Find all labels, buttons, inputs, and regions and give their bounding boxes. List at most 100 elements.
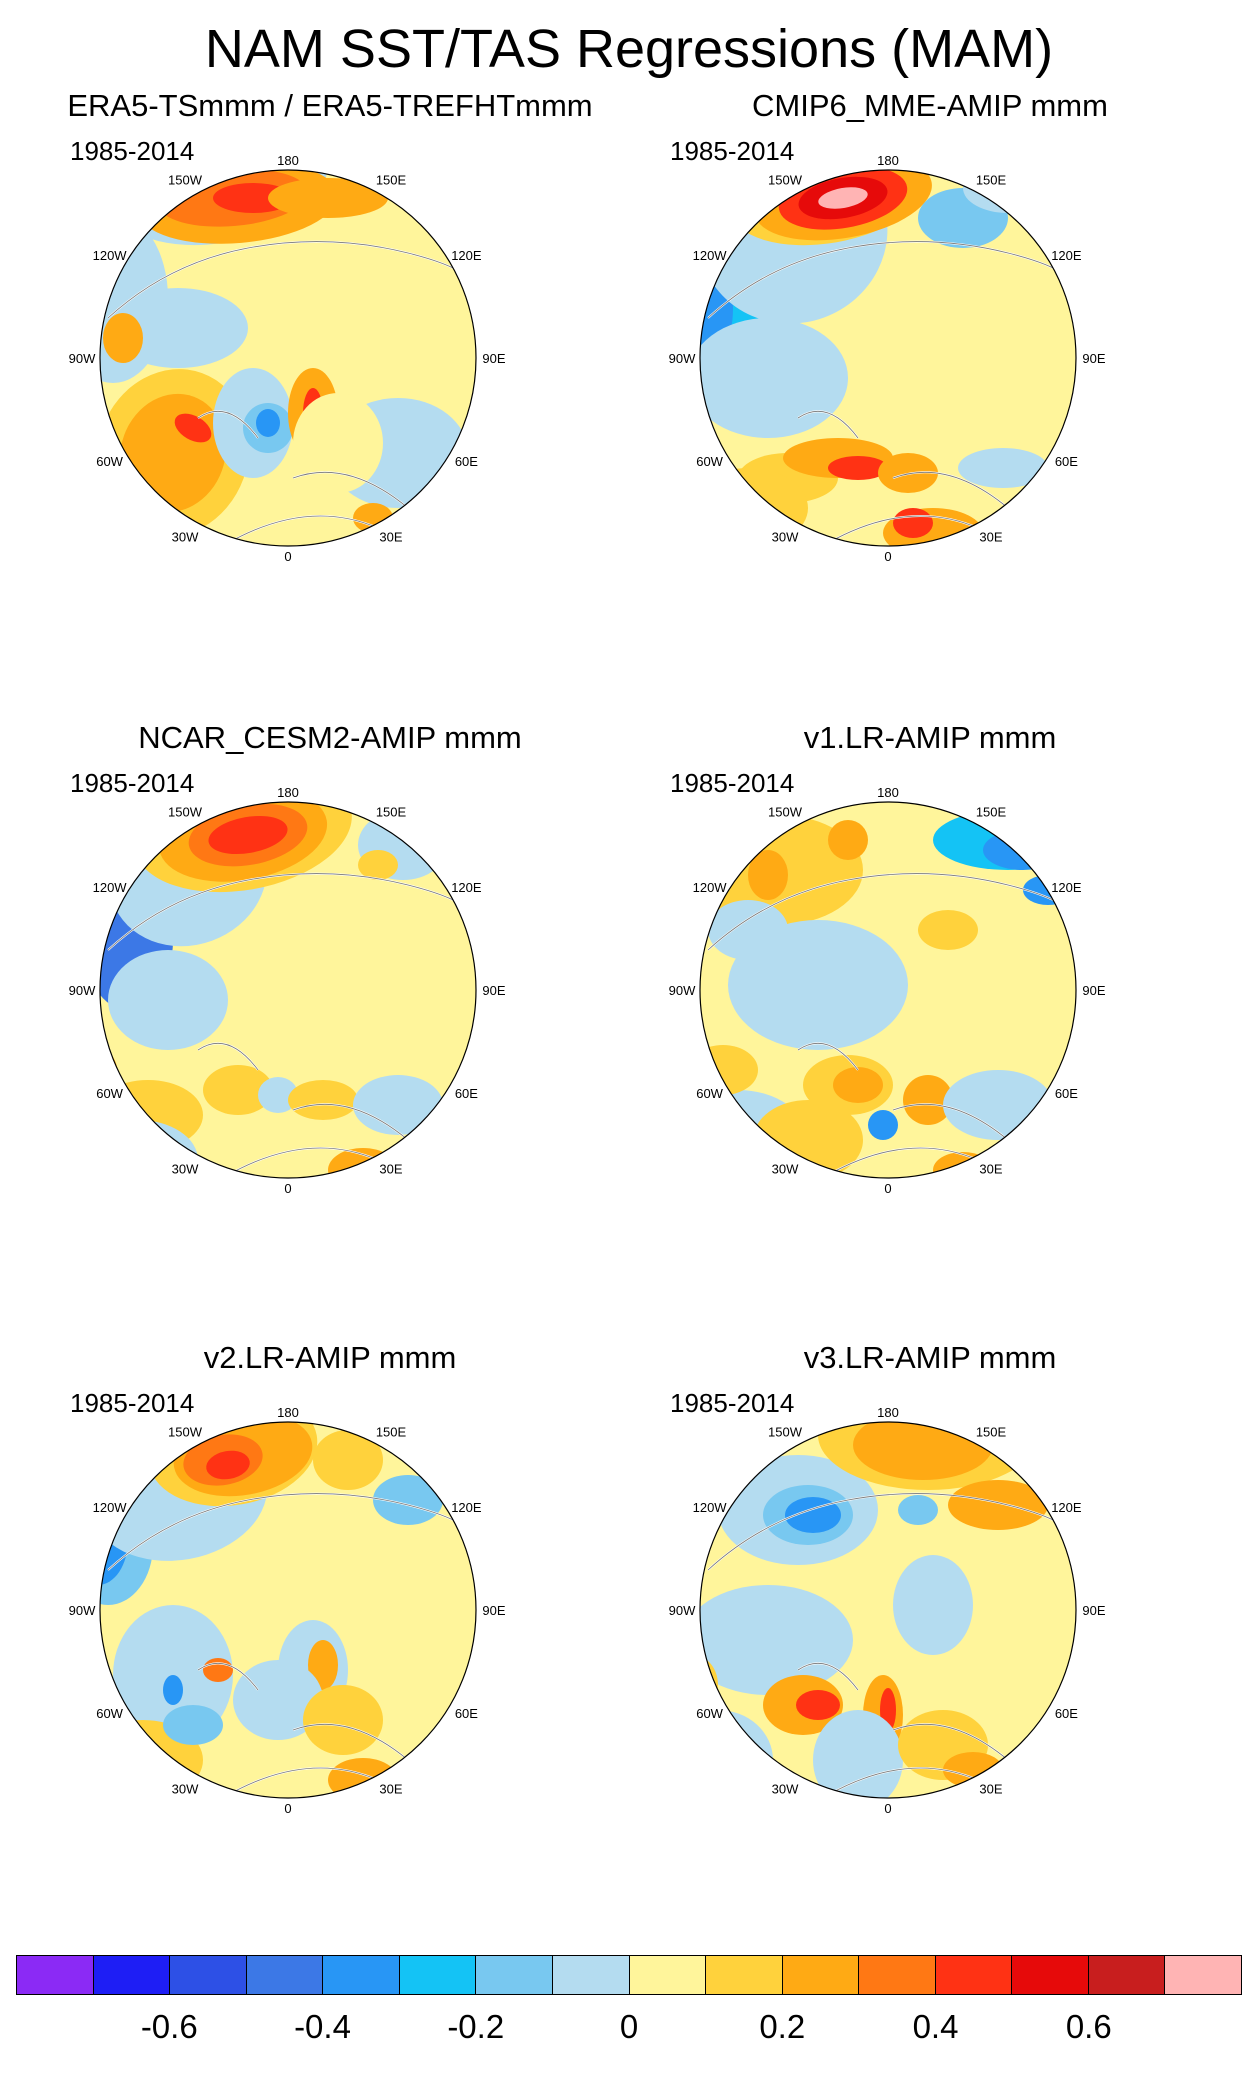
polar-map: 180 150E 120E 90E 60E 30E 0 30W 60W 90W 120W 150W bbox=[69, 1405, 506, 1816]
longitude-label: 60E bbox=[455, 1086, 478, 1101]
coastline bbox=[107, 1493, 476, 1796]
map-panel-ncar-cesm2: NCAR_CESM2-AMIP mmm 1985-2014 180 150E 120… bbox=[40, 720, 620, 1340]
shading-region bbox=[256, 409, 280, 437]
longitude-label: 90W bbox=[669, 983, 696, 998]
colorbar-tick-label: -0.2 bbox=[447, 2008, 505, 2045]
shading-region bbox=[700, 1585, 853, 1695]
shading-field bbox=[700, 1422, 1076, 1798]
polar-map: 180 150E 120E 90E 60E 30E 0 30W 60W 90W 120W 150W bbox=[669, 785, 1106, 1196]
colorbar-tick-label: 0 bbox=[619, 2008, 639, 2045]
colorbar-tick-label: 0.6 bbox=[1065, 2008, 1112, 2045]
shading-region bbox=[748, 850, 788, 900]
longitude-label: 60W bbox=[696, 454, 723, 469]
shading-region bbox=[268, 178, 388, 218]
colorbar-swatch bbox=[1012, 1956, 1089, 1994]
shading-region bbox=[174, 413, 212, 443]
longitude-label: 120W bbox=[93, 880, 128, 895]
colorbar-swatch bbox=[1165, 1956, 1241, 1994]
map-border bbox=[99, 801, 477, 1179]
longitude-label: 60W bbox=[96, 1086, 123, 1101]
map-panel-v1-lr: v1.LR-AMIP mmm 1985-2014 180 150E 120E 90E 6… bbox=[640, 720, 1220, 1340]
map-panel-v3-lr: v3.LR-AMIP mmm 1985-2014 180 150E 120E 90E 6… bbox=[640, 1340, 1220, 1960]
shading-region bbox=[918, 910, 978, 950]
colorbar-swatch bbox=[1088, 1956, 1166, 1994]
longitude-label: 0 bbox=[284, 1801, 291, 1816]
longitude-label: 90E bbox=[482, 983, 505, 998]
shading-field bbox=[100, 170, 476, 546]
shading-region bbox=[308, 1640, 338, 1690]
longitude-label: 60E bbox=[1055, 454, 1078, 469]
map-panel-cmip6-mme: CMIP6_MME-AMIP mmm 1985-2014 180 150E 120E… bbox=[640, 88, 1220, 708]
longitude-label: 30W bbox=[772, 529, 799, 544]
coastline bbox=[107, 873, 476, 1176]
panel-period: 1985-2014 bbox=[70, 136, 195, 166]
shading-region bbox=[303, 1685, 383, 1755]
longitude-label: 90W bbox=[69, 1603, 96, 1618]
longitude-label: 60W bbox=[696, 1706, 723, 1721]
shading-region bbox=[818, 187, 868, 209]
shading-region bbox=[948, 1480, 1048, 1530]
longitude-label: 90E bbox=[1082, 983, 1105, 998]
map-border bbox=[699, 169, 1077, 547]
colorbar-tick-label: 0.2 bbox=[759, 2008, 806, 2045]
shading-region bbox=[163, 1675, 183, 1705]
shading-region bbox=[903, 1075, 953, 1125]
shading-region bbox=[813, 1710, 903, 1798]
longitude-label: 0 bbox=[284, 1181, 291, 1196]
longitude-label: 0 bbox=[884, 549, 891, 564]
longitude-label: 120W bbox=[693, 248, 728, 263]
longitude-label: 0 bbox=[884, 1801, 891, 1816]
shading-region bbox=[868, 1110, 898, 1140]
shading-region bbox=[828, 820, 868, 860]
longitude-label: 0 bbox=[284, 549, 291, 564]
colorbar-tick-label: -0.4 bbox=[294, 2008, 351, 2045]
longitude-label: 150W bbox=[768, 805, 803, 820]
longitude-label: 150E bbox=[376, 1425, 407, 1440]
panel-period: 1985-2014 bbox=[670, 136, 795, 166]
longitude-label: 30E bbox=[979, 1161, 1002, 1176]
colorbar-swatch bbox=[170, 1956, 247, 1994]
colorbar bbox=[16, 1955, 1242, 1995]
colorbar-swatch bbox=[935, 1956, 1013, 1994]
longitude-label: 90E bbox=[482, 351, 505, 366]
map-border bbox=[99, 1421, 477, 1799]
longitude-label: 60W bbox=[96, 454, 123, 469]
shading-field bbox=[700, 802, 1076, 1178]
coastline bbox=[707, 241, 1076, 544]
longitude-label: 180 bbox=[877, 1405, 899, 1420]
panel-period: 1985-2014 bbox=[70, 768, 195, 798]
longitude-label: 150W bbox=[768, 1425, 803, 1440]
longitude-label: 30E bbox=[379, 1161, 402, 1176]
longitude-label: 120W bbox=[693, 1500, 728, 1515]
longitude-label: 120W bbox=[693, 880, 728, 895]
longitude-label: 150W bbox=[168, 805, 203, 820]
shading-region bbox=[206, 1450, 250, 1480]
longitude-label: 150W bbox=[768, 173, 803, 188]
longitude-label: 180 bbox=[877, 153, 899, 168]
longitude-label: 180 bbox=[277, 153, 299, 168]
shading-region bbox=[700, 1710, 773, 1798]
panel-period: 1985-2014 bbox=[70, 1388, 195, 1418]
shading-region bbox=[100, 1120, 198, 1178]
shading-region bbox=[203, 1065, 273, 1115]
longitude-label: 60E bbox=[455, 454, 478, 469]
longitude-label: 30W bbox=[172, 529, 199, 544]
coastline bbox=[107, 241, 476, 544]
panel-title: v3.LR-AMIP mmm bbox=[803, 1340, 1057, 1375]
longitude-label: 150E bbox=[976, 173, 1007, 188]
figure-title: NAM SST/TAS Regressions (MAM) bbox=[204, 19, 1054, 79]
panel-title: v2.LR-AMIP mmm bbox=[203, 1340, 457, 1375]
shading-region bbox=[658, 383, 698, 443]
polar-map: 180 150E 120E 90E 60E 30E 0 30W 60W 90W 120W 150W bbox=[69, 785, 506, 1196]
shading-region bbox=[288, 1080, 358, 1120]
longitude-label: 180 bbox=[877, 785, 899, 800]
longitude-label: 60W bbox=[696, 1086, 723, 1101]
shading-region bbox=[208, 815, 288, 855]
longitude-label: 90W bbox=[669, 351, 696, 366]
map-panel-v2-lr: v2.LR-AMIP mmm 1985-2014 180 150E 120E 90E 6… bbox=[40, 1340, 620, 1960]
shading-region bbox=[828, 456, 888, 480]
longitude-label: 150E bbox=[376, 805, 407, 820]
shading-region bbox=[918, 188, 1008, 248]
coastline bbox=[707, 873, 1076, 1176]
shading-region bbox=[893, 508, 933, 538]
